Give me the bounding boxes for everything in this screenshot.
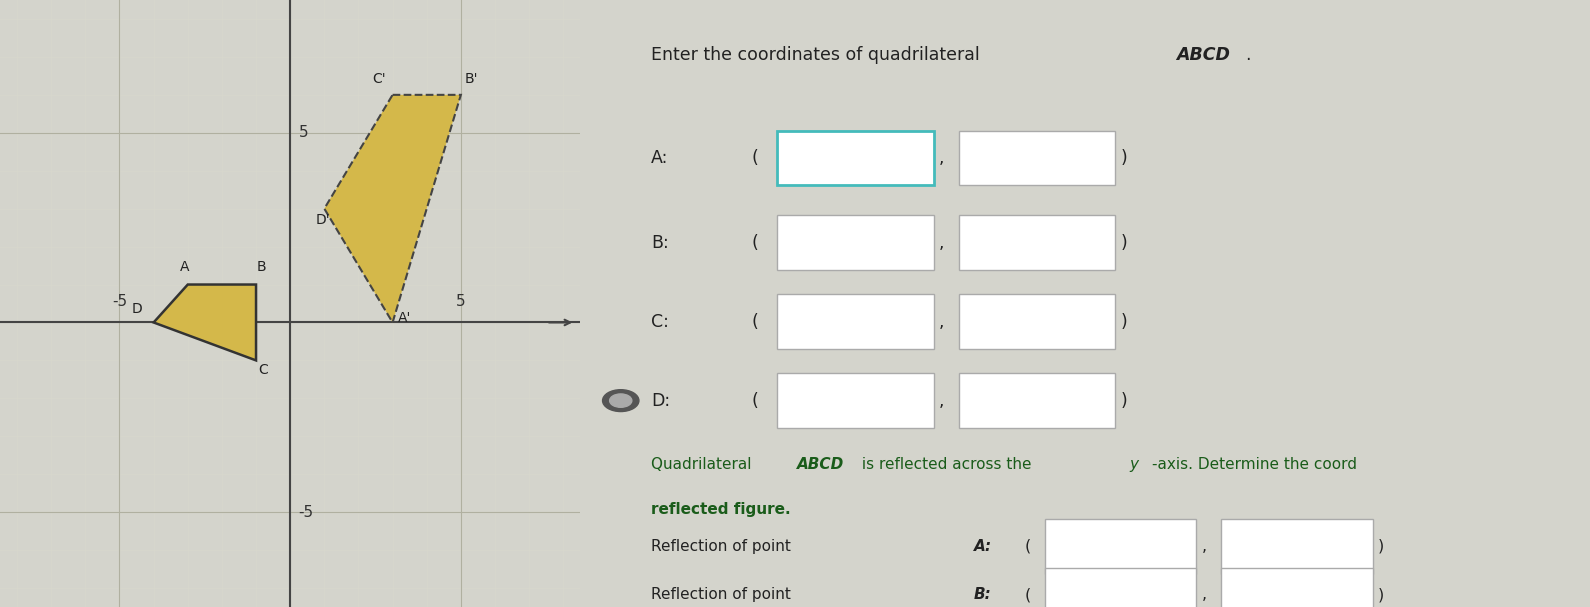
Text: .: . <box>1245 46 1250 64</box>
Text: Enter the coordinates of quadrilateral: Enter the coordinates of quadrilateral <box>650 46 986 64</box>
Text: ): ) <box>1121 392 1127 410</box>
Text: ,: , <box>938 234 944 252</box>
Text: is reflected across the: is reflected across the <box>857 457 1037 472</box>
Text: ,: , <box>1202 588 1207 602</box>
Text: ,: , <box>1202 539 1207 554</box>
FancyBboxPatch shape <box>778 131 933 185</box>
Text: ): ) <box>1379 588 1385 602</box>
Text: 5: 5 <box>456 294 466 309</box>
Text: B': B' <box>464 72 479 86</box>
Circle shape <box>609 394 631 407</box>
FancyBboxPatch shape <box>1221 568 1372 607</box>
Text: y: y <box>1129 457 1138 472</box>
Text: Reflection of point: Reflection of point <box>650 588 795 602</box>
Text: (: ( <box>1024 588 1030 602</box>
Text: ,: , <box>938 313 944 331</box>
Polygon shape <box>154 285 256 361</box>
Text: (: ( <box>752 313 758 331</box>
Text: (: ( <box>752 234 758 252</box>
Text: (: ( <box>1024 539 1030 554</box>
FancyBboxPatch shape <box>778 294 933 349</box>
FancyBboxPatch shape <box>959 131 1116 185</box>
Text: Quadrilateral: Quadrilateral <box>650 457 757 472</box>
Circle shape <box>603 390 639 412</box>
Text: ,: , <box>938 392 944 410</box>
Text: A': A' <box>398 311 412 325</box>
Text: ABCD: ABCD <box>798 457 844 472</box>
Text: -axis. Determine the coord: -axis. Determine the coord <box>1151 457 1356 472</box>
Text: ): ) <box>1121 149 1127 167</box>
Text: D:: D: <box>650 392 669 410</box>
Text: ): ) <box>1379 539 1385 554</box>
Text: ,: , <box>938 149 944 167</box>
FancyBboxPatch shape <box>1045 568 1196 607</box>
Text: B: B <box>256 260 266 274</box>
Text: 5: 5 <box>299 125 308 140</box>
Text: ): ) <box>1121 313 1127 331</box>
FancyBboxPatch shape <box>959 215 1116 270</box>
Text: C: C <box>258 363 267 377</box>
Text: -5: -5 <box>299 504 313 520</box>
FancyBboxPatch shape <box>1221 519 1372 574</box>
Polygon shape <box>324 95 461 322</box>
FancyBboxPatch shape <box>1045 519 1196 574</box>
FancyBboxPatch shape <box>959 294 1116 349</box>
Text: B:: B: <box>650 234 669 252</box>
Text: (: ( <box>752 149 758 167</box>
Text: D': D' <box>315 213 329 227</box>
FancyBboxPatch shape <box>778 373 933 428</box>
Text: Reflection of point: Reflection of point <box>650 539 795 554</box>
Text: C': C' <box>372 72 386 86</box>
FancyBboxPatch shape <box>778 215 933 270</box>
Text: ABCD: ABCD <box>1177 46 1231 64</box>
Text: (: ( <box>752 392 758 410</box>
Text: -5: -5 <box>111 294 127 309</box>
Text: B:: B: <box>975 588 992 602</box>
Text: C:: C: <box>650 313 669 331</box>
Text: D: D <box>132 302 142 316</box>
Text: A: A <box>180 260 189 274</box>
FancyBboxPatch shape <box>959 373 1116 428</box>
Text: reflected figure.: reflected figure. <box>650 503 790 517</box>
Text: ): ) <box>1121 234 1127 252</box>
Text: A:: A: <box>975 539 992 554</box>
Text: A:: A: <box>650 149 668 167</box>
